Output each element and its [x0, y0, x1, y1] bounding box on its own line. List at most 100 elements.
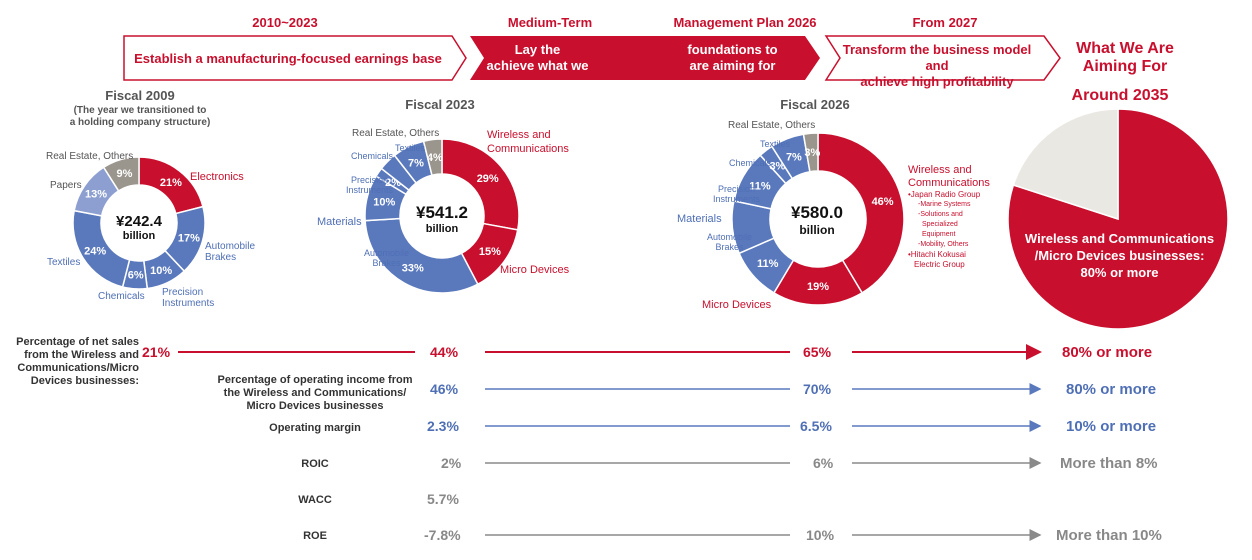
arrow-phase3: [824, 35, 1061, 81]
period-medium-term: Medium-Term: [507, 15, 593, 30]
fy2026-auto-l2: Brakes: [715, 242, 744, 252]
fy2023-prec-l2: Instruments: [346, 185, 394, 195]
arrow-phase3-text: Transform the business model and achieve…: [832, 42, 1042, 90]
fy2026-pct-automobile-brakes: 11%: [757, 258, 779, 270]
fy2023-title: Fiscal 2023: [405, 97, 475, 112]
fy2023-center: ¥541.2 billion: [402, 203, 482, 235]
fy2023-auto-l1: Automobile: [364, 248, 410, 258]
fy2026-label-precision: Precision Instruments: [713, 184, 760, 204]
kpi0-l2: from the Wireless and: [24, 349, 139, 361]
kpi1-target: 80% or more: [1066, 381, 1157, 398]
kpi1-l3: Micro Devices businesses: [246, 400, 384, 412]
fy2035-l3: 80% or more: [1080, 265, 1159, 280]
fy2023-label-auto: Automobile Brakes: [364, 248, 409, 268]
arrow-phase1: [123, 35, 467, 81]
arrow-phase2: [470, 36, 820, 80]
kpi-row-roic-label: ROIC: [301, 458, 329, 470]
kpi-row-net-sales-label: Percentage of net sales from the Wireles…: [14, 336, 139, 388]
fy2026-hk2: Electric Group: [914, 260, 965, 269]
fy2009-amount: ¥242.4: [116, 213, 162, 230]
fy2026-label-micro: Micro Devices: [702, 299, 772, 311]
kpi1-l2: the Wireless and Communications/: [223, 387, 407, 399]
fy2009-prec-l2: Instruments: [162, 298, 215, 309]
kpi0-fy2023: 44%: [430, 344, 459, 360]
fy2023-label-chemicals: Chemicals: [351, 151, 394, 161]
fy2023-slice-automobile-brakes: [364, 217, 479, 294]
fy2023-label-textiles: Textiles: [395, 143, 426, 153]
aiming-l1: What We Are: [1076, 40, 1174, 57]
fy2009-unit: billion: [122, 230, 156, 242]
fy2023-label-materials: Materials: [317, 216, 362, 228]
fy2026-pct-precision-instruments: 11%: [749, 180, 771, 192]
arrow-phase3-l2: achieve high profitability: [860, 74, 1014, 89]
fy2009-subtitle-l1: (The year we transitioned to: [73, 105, 207, 116]
fy2009-slice-real-estate-others: [102, 156, 140, 192]
fy2026-pct-chemicals: 3%: [769, 161, 785, 173]
fy2023-pct-automobile-brakes: 33%: [402, 263, 424, 275]
arrow-phase2-text-right: foundations to are aiming for: [670, 42, 795, 74]
kpi3-fy2023: 2%: [441, 455, 462, 471]
fy2009-label-papers: Papers: [50, 180, 82, 191]
fy2023-pct-wireless-and-communications: 29%: [477, 173, 499, 185]
fy2023-pct-micro-devices: 15%: [479, 246, 501, 258]
fy2023-pct-textiles: 7%: [408, 157, 424, 169]
fy2026-pct-wireless-and-communications: 46%: [872, 196, 894, 208]
fy2026-pct-real-estate-others: 3%: [804, 147, 820, 159]
fy2023-auto-l2: Brakes: [372, 258, 401, 268]
kpi0-l3: Communications/Micro: [17, 362, 139, 374]
fy2026-label-textiles: Textiles: [760, 139, 791, 149]
kpi5-fy2023: -7.8%: [424, 527, 461, 543]
fy2023-slice-wireless-and-communications: [441, 138, 520, 231]
aiming-year: Around 2035: [1071, 87, 1169, 104]
fy2009-pct-papers: 13%: [85, 189, 107, 201]
fy2026-slice-wireless-and-communications: [817, 132, 905, 294]
fy2026-label-realestate: Real Estate, Others: [728, 120, 816, 131]
fy2023-slice-real-estate-others: [422, 138, 443, 177]
fy2035-l1: Wireless and Communications: [1024, 231, 1215, 246]
fy2009-pct-precision-instruments: 10%: [150, 265, 172, 277]
kpi-row-wacc-label: WACC: [298, 494, 332, 506]
kpi4-fy2023: 5.7%: [427, 491, 459, 507]
fy2035-text: Wireless and Communications /Micro Devic…: [1012, 230, 1227, 281]
fy2023-unit: billion: [425, 223, 459, 235]
aiming-l2: Aiming For: [1082, 58, 1168, 75]
arrow-phase2-right-l2: are aiming for: [689, 58, 776, 73]
fy2026-marine: -Marine Systems: [918, 201, 971, 208]
kpi0-fy2009: 21%: [142, 344, 171, 360]
fy2009-pct-chemicals: 6%: [128, 270, 144, 282]
kpi3-target: More than 8%: [1060, 455, 1158, 472]
fy2026-label-chemicals: Chemicals: [729, 158, 772, 168]
fy2026-jrg: •Japan Radio Group: [908, 190, 981, 199]
kpi2-fy2023: 2.3%: [427, 418, 459, 434]
fy2009-label-electronics: Electronics: [190, 171, 244, 183]
fy2026-label-materials: Materials: [677, 213, 722, 225]
fy2026-auto-l1: Automobile: [707, 232, 753, 242]
aiming-heading: What We Are Aiming For: [1060, 40, 1190, 76]
arrow-phase3-l1: Transform the business model and: [842, 42, 1032, 73]
arrow-phase2-left-l2: achieve what we: [486, 58, 589, 73]
fy2026-wireless-l1: Wireless and: [908, 164, 972, 176]
kpi5-fy2026: 10%: [806, 527, 835, 543]
arrow-phase2-left-l1: Lay the: [514, 42, 561, 57]
fy2009-subtitle: (The year we transitioned to a holding c…: [60, 105, 220, 129]
period-from-2027: From 2027: [912, 15, 978, 30]
kpi2-target: 10% or more: [1066, 418, 1157, 435]
fy2009-label-realestate: Real Estate, Others: [46, 151, 134, 162]
fy2026-wireless-l2: Communications: [908, 177, 990, 189]
fy2009-subtitle-l2: a holding company structure): [69, 117, 211, 128]
fy2023-label-wireless: Wireless and Communications: [487, 128, 569, 156]
arrow-phase2-text-left: Lay the achieve what we: [480, 42, 595, 74]
kpi1-fy2026: 70%: [803, 381, 832, 397]
fy2026-mob: -Mobility, Others: [918, 241, 969, 248]
fy2023-wireless-l2: Communications: [487, 143, 569, 155]
fy2026-pct-textiles: 7%: [786, 151, 802, 163]
period-management-plan: Management Plan 2026: [673, 15, 817, 30]
fy2023-label-micro: Micro Devices: [500, 264, 570, 276]
fy2009-title: Fiscal 2009: [105, 88, 175, 103]
kpi1-l1: Percentage of operating income from: [217, 374, 413, 386]
